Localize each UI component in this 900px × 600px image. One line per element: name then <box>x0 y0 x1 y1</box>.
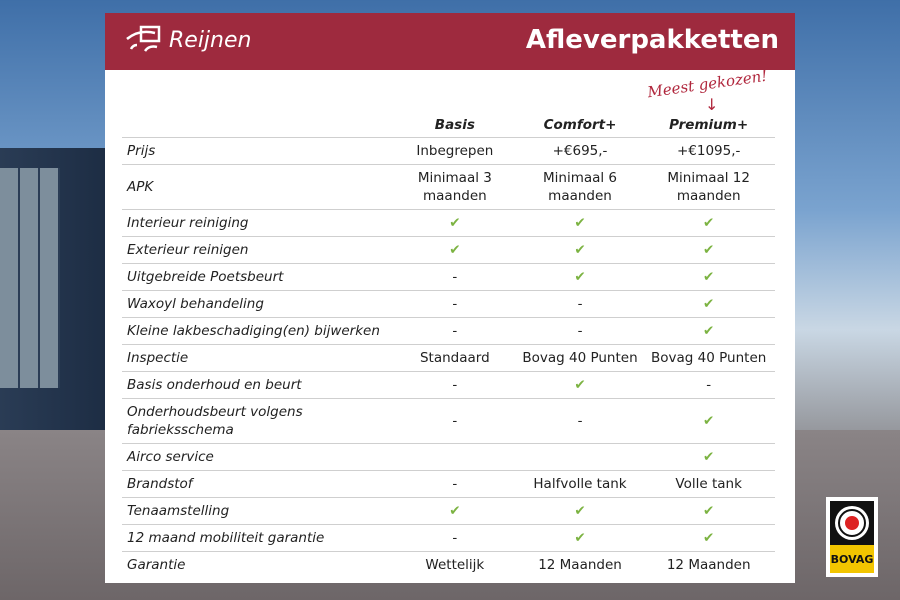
cell-value: Wettelijk <box>392 550 518 578</box>
check-icon: ✔ <box>517 523 643 551</box>
background-building <box>0 148 105 430</box>
cell-value: Minimaal 6 maanden <box>517 163 643 209</box>
cell-value: Minimaal 12 maanden <box>642 163 775 209</box>
packages-table: Basis Comfort+ Premium+ Prijs Inbegrepen +€6… <box>122 113 775 578</box>
cell-value: - <box>517 289 643 317</box>
check-icon: ✔ <box>642 289 775 317</box>
reijnen-logo: Reijnen <box>125 23 251 57</box>
bovag-logo: BOVAG <box>826 497 878 577</box>
table-row: Uitgebreide Poetsbeurt - ✔ ✔ <box>122 262 775 290</box>
table-row: APK Minimaal 3 maanden Minimaal 6 maanden M… <box>122 163 775 209</box>
cell-value: Bovag 40 Punten <box>642 343 775 371</box>
arrow-down-icon: ↓ <box>705 95 719 114</box>
row-label: Airco service <box>122 442 392 470</box>
check-icon: ✔ <box>517 370 643 398</box>
cell-value: Standaard <box>392 343 518 371</box>
cell-value: - <box>392 316 518 344</box>
table-row: Kleine lakbeschadiging(en) bijwerken - - ✔ <box>122 316 775 344</box>
table-row: Brandstof - Halfvolle tank Volle tank <box>122 469 775 497</box>
cell-value: - <box>392 469 518 497</box>
check-icon: ✔ <box>517 496 643 524</box>
table-row: Waxoyl behandeling - - ✔ <box>122 289 775 317</box>
table-row: Interieur reiniging ✔ ✔ ✔ <box>122 208 775 236</box>
row-label: Onderhoudsbeurt volgens fabrieksschema <box>122 397 392 443</box>
row-label: Basis onderhoud en beurt <box>122 370 392 398</box>
check-icon: ✔ <box>517 235 643 263</box>
cell-value: +€695,- <box>517 136 643 164</box>
cell-value: - <box>392 397 518 443</box>
row-label: Garantie <box>122 550 392 578</box>
cell-value: - <box>392 262 518 290</box>
cell-value: Volle tank <box>642 469 775 497</box>
check-icon: ✔ <box>517 208 643 236</box>
cell-value: - <box>392 370 518 398</box>
check-icon: ✔ <box>642 208 775 236</box>
table-row: Onderhoudsbeurt volgens fabrieksschema - -… <box>122 397 775 443</box>
check-icon: ✔ <box>642 262 775 290</box>
check-icon: ✔ <box>642 235 775 263</box>
cell-value: Minimaal 3 maanden <box>392 163 518 209</box>
row-label: Waxoyl behandeling <box>122 289 392 317</box>
cell-value: Bovag 40 Punten <box>517 343 643 371</box>
cell-value: - <box>517 316 643 344</box>
cell-value: 12 Maanden <box>642 550 775 578</box>
cell-value: - <box>517 397 643 443</box>
table-row: Prijs Inbegrepen +€695,- +€1095,- <box>122 136 775 164</box>
table-row: Airco service ✔ <box>122 442 775 470</box>
cell-value <box>517 442 643 470</box>
row-label: Uitgebreide Poetsbeurt <box>122 262 392 290</box>
check-icon: ✔ <box>392 235 518 263</box>
table-row: Inspectie Standaard Bovag 40 Punten Bovag 4… <box>122 343 775 371</box>
row-label: Tenaamstelling <box>122 496 392 524</box>
check-icon: ✔ <box>517 262 643 290</box>
row-label: Inspectie <box>122 343 392 371</box>
packages-card: Reijnen Afleverpakketten Meest gekozen! … <box>105 13 795 583</box>
check-icon: ✔ <box>642 442 775 470</box>
cell-value: - <box>642 370 775 398</box>
page-title: Afleverpakketten <box>525 25 779 55</box>
cell-value: - <box>392 523 518 551</box>
cell-value <box>392 442 518 470</box>
cell-value: - <box>392 289 518 317</box>
row-label: Exterieur reinigen <box>122 235 392 263</box>
brand-name: Reijnen <box>169 27 252 53</box>
col-basis: Basis <box>434 116 475 133</box>
row-label: Brandstof <box>122 469 392 497</box>
check-icon: ✔ <box>642 397 775 443</box>
check-icon: ✔ <box>642 523 775 551</box>
cell-value: 12 Maanden <box>517 550 643 578</box>
row-label: 12 maand mobiliteit garantie <box>122 523 392 551</box>
row-label: Interieur reiniging <box>122 208 392 236</box>
check-icon: ✔ <box>642 496 775 524</box>
col-premium: Premium+ <box>669 116 749 133</box>
car-logo-icon <box>126 25 161 52</box>
row-label: APK <box>122 163 392 209</box>
check-icon: ✔ <box>392 496 518 524</box>
row-label: Kleine lakbeschadiging(en) bijwerken <box>122 316 392 344</box>
table-row: Garantie Wettelijk 12 Maanden 12 Maanden <box>122 550 775 578</box>
header-bar: Reijnen Afleverpakketten <box>105 13 795 70</box>
table-header: Basis Comfort+ Premium+ <box>122 113 775 137</box>
table-row: Exterieur reinigen ✔ ✔ ✔ <box>122 235 775 263</box>
check-icon: ✔ <box>392 208 518 236</box>
table-row: Tenaamstelling ✔ ✔ ✔ <box>122 496 775 524</box>
table-row: 12 maand mobiliteit garantie - ✔ ✔ <box>122 523 775 551</box>
check-icon: ✔ <box>642 316 775 344</box>
cell-value: Halfvolle tank <box>517 469 643 497</box>
cell-value: +€1095,- <box>642 136 775 164</box>
table-row: Basis onderhoud en beurt - ✔ - <box>122 370 775 398</box>
cell-value: Inbegrepen <box>392 136 518 164</box>
col-comfort: Comfort+ <box>543 116 617 133</box>
row-label: Prijs <box>122 136 392 164</box>
